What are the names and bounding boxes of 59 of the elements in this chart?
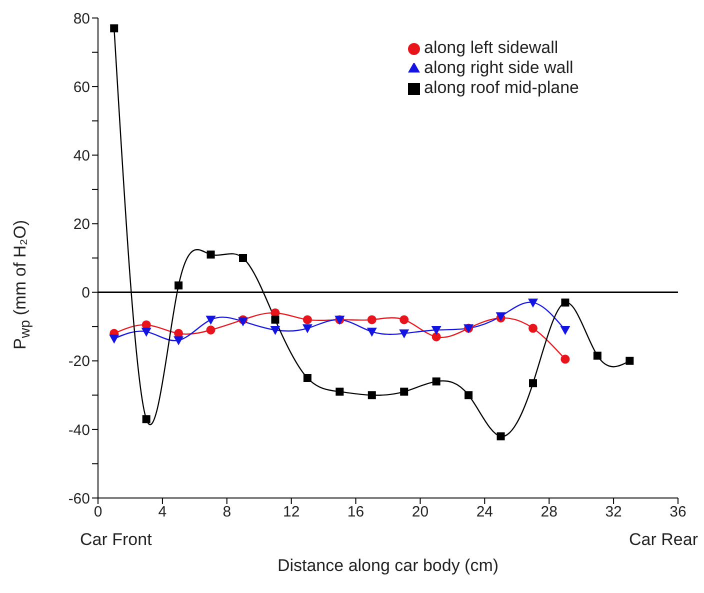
x-tick-label: 12 [282, 504, 300, 521]
point [368, 391, 376, 400]
point [528, 324, 538, 333]
point [367, 315, 376, 324]
point [561, 298, 570, 307]
point [496, 432, 505, 440]
point [400, 315, 409, 324]
y-tick-label: 80 [73, 10, 90, 28]
point [206, 326, 216, 334]
y-tick-label: 20 [73, 216, 90, 234]
x-tick-label: 28 [540, 504, 558, 521]
point [109, 334, 120, 344]
x-tick-label: 16 [347, 504, 364, 521]
point [400, 388, 408, 396]
point [560, 354, 570, 364]
x-tick-label: 4 [158, 504, 167, 521]
y-tick-label: -20 [68, 353, 90, 370]
x-tick-label: 36 [670, 504, 686, 521]
y-tick-label: 40 [73, 147, 90, 164]
point [110, 24, 118, 32]
y-tick-label: -40 [68, 422, 90, 439]
y-tick-label: -60 [68, 490, 90, 508]
point [529, 379, 537, 388]
point [174, 336, 184, 346]
point [399, 329, 410, 338]
point [432, 332, 441, 342]
legend-label: along right side wall [424, 58, 574, 77]
point [206, 316, 216, 325]
point [366, 328, 377, 337]
point [174, 281, 183, 290]
x-tick-label: 8 [222, 504, 232, 521]
point [528, 298, 538, 308]
x-tick-label: 32 [605, 504, 622, 521]
point [431, 326, 442, 335]
point [432, 377, 440, 386]
text: Car Front [80, 530, 152, 550]
legend-label: along left sidewall [424, 38, 558, 57]
x-tick-label: 20 [412, 504, 429, 521]
y-tick-label: 0 [82, 284, 90, 302]
point [302, 324, 312, 334]
point [626, 356, 634, 365]
point [302, 315, 312, 324]
point [271, 316, 280, 324]
point [336, 388, 344, 396]
point [560, 326, 570, 335]
x-tick-label: 24 [476, 504, 494, 521]
x-axis-title: Distance along car body (cm) [277, 556, 499, 575]
point [142, 415, 150, 424]
point [270, 326, 280, 335]
x-tick-label: 0 [94, 504, 102, 521]
point [141, 328, 152, 337]
point [464, 391, 473, 400]
point [239, 254, 247, 262]
y-tick-label: 60 [73, 78, 90, 96]
legend-label: along roof mid-plane [424, 78, 579, 97]
text: Car Rear [629, 530, 698, 550]
point [206, 250, 215, 259]
point [593, 352, 602, 360]
point [303, 374, 312, 382]
